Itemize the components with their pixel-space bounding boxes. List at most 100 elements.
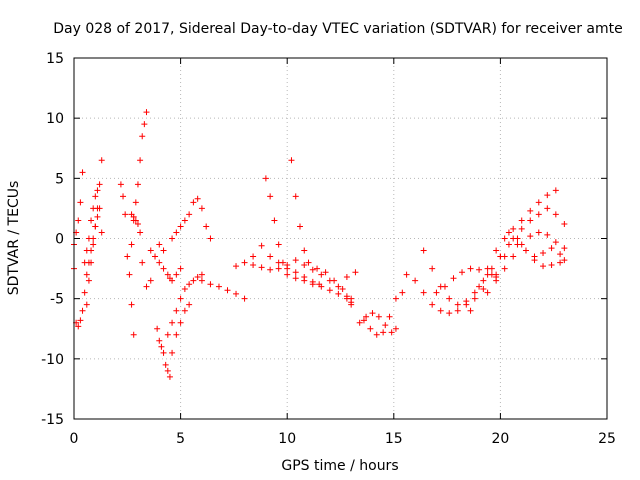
data-point (134, 181, 141, 188)
data-point (339, 286, 346, 293)
data-point (476, 283, 483, 290)
data-point (403, 271, 410, 278)
data-point (137, 157, 144, 164)
data-point (505, 229, 512, 236)
data-point (94, 213, 101, 220)
series-arc-12 (169, 301, 193, 356)
data-point (548, 261, 555, 268)
data-point (510, 253, 517, 260)
data-point (186, 281, 193, 288)
data-point (166, 373, 173, 380)
data-point (258, 264, 265, 271)
data-point (156, 259, 163, 266)
data-point (360, 317, 367, 324)
x-tick-label: 0 (70, 431, 79, 447)
data-point (250, 261, 257, 268)
data-point (459, 269, 466, 276)
data-point (83, 301, 90, 308)
data-point (471, 289, 478, 296)
y-tick-label: 10 (46, 111, 64, 127)
data-point (288, 157, 295, 164)
data-point (169, 235, 176, 242)
data-point (540, 263, 547, 270)
data-point (224, 287, 231, 294)
data-point (186, 301, 193, 308)
data-point (177, 295, 184, 302)
data-point (514, 241, 521, 248)
data-point (207, 235, 214, 242)
data-point (177, 223, 184, 230)
data-point (356, 319, 363, 326)
x-tick-label: 15 (385, 431, 403, 447)
data-point (484, 265, 491, 272)
data-point (505, 241, 512, 248)
data-point (309, 266, 316, 273)
data-point (77, 199, 84, 206)
data-point (552, 187, 559, 194)
data-point (190, 199, 197, 206)
data-point (124, 253, 131, 260)
data-point (262, 175, 269, 182)
series-arc-24 (433, 265, 500, 296)
data-point (467, 265, 474, 272)
series-arc-29 (514, 235, 568, 264)
data-point (143, 283, 150, 290)
data-point (493, 271, 500, 278)
data-point (139, 259, 146, 266)
data-point (85, 235, 92, 242)
series-arc-21 (360, 289, 406, 338)
data-point (173, 331, 180, 338)
data-point (552, 211, 559, 218)
data-point (198, 277, 205, 284)
data-point (429, 301, 436, 308)
y-axis-label: SDTVAR / TECUs (6, 181, 22, 296)
series-arc-13 (169, 195, 214, 242)
y-tick-label: 0 (55, 232, 64, 248)
series-arc-09 (147, 247, 184, 284)
series-arc-11 (164, 271, 205, 338)
data-point (454, 301, 461, 308)
data-point (382, 322, 389, 329)
data-point (241, 295, 248, 302)
data-point (301, 261, 308, 268)
data-point (130, 331, 137, 338)
data-point (369, 310, 376, 317)
data-point (81, 259, 88, 266)
data-point (169, 319, 176, 326)
data-point (169, 277, 176, 284)
data-point (392, 325, 399, 332)
x-tick-label: 20 (491, 431, 509, 447)
data-point (544, 205, 551, 212)
data-point (198, 205, 205, 212)
series-arc-23 (420, 241, 512, 308)
y-tick-label: 15 (46, 51, 64, 67)
data-point (531, 253, 538, 260)
data-point (399, 289, 406, 296)
data-point (90, 205, 97, 212)
data-point (493, 277, 500, 284)
data-point (267, 193, 274, 200)
data-point (388, 329, 395, 336)
data-point (331, 277, 338, 284)
data-point (98, 229, 105, 236)
data-point (194, 195, 201, 202)
data-point (420, 289, 427, 296)
data-point (190, 277, 197, 284)
data-point (552, 239, 559, 246)
data-point (79, 307, 86, 314)
data-point (156, 241, 163, 248)
chart-title: Day 028 of 2017, Sidereal Day-to-day VTE… (53, 21, 623, 37)
data-point (128, 301, 135, 308)
series-arc-10 (154, 325, 173, 380)
data-point (446, 310, 453, 317)
data-point (373, 331, 380, 338)
data-point (284, 271, 291, 278)
data-point (143, 109, 150, 116)
data-point (292, 193, 299, 200)
data-point (518, 225, 525, 232)
data-point (433, 289, 440, 296)
data-point (98, 157, 105, 164)
data-point (548, 245, 555, 252)
data-point (177, 265, 184, 272)
